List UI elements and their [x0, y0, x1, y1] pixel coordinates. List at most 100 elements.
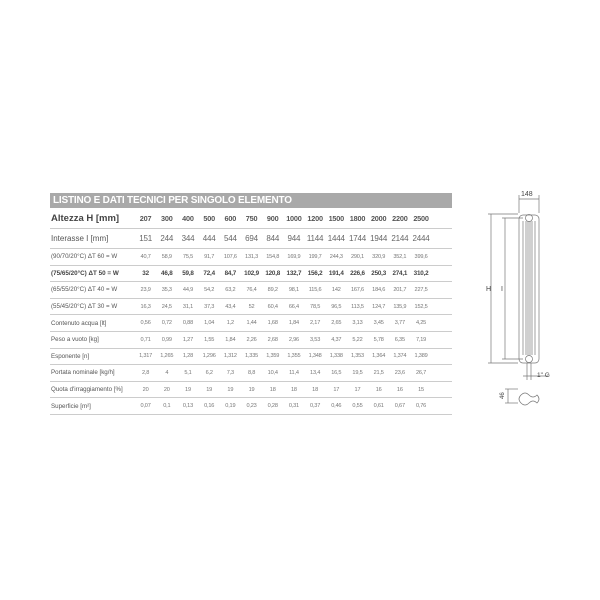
table-row: Esponente [n] 1,317 1,265 1,28 1,296 1,312 1,3… [50, 349, 452, 366]
cell-value: 15 [418, 386, 424, 393]
header-height-value: 300 [160, 213, 173, 223]
cell-value: 0,67 [394, 403, 405, 410]
cell-value: 0,1 [163, 403, 171, 410]
header-height-value: 207 [139, 213, 152, 223]
cell-value: 4,25 [415, 320, 427, 327]
cell-value: 8,8 [247, 369, 256, 376]
header-row: Altezza H [mm] 207 300 400 500 600 750 900 1000… [50, 208, 452, 229]
cell-value: 1944 [370, 234, 388, 243]
header-height-value: 1200 [307, 213, 323, 223]
header-height-value: 2500 [413, 213, 429, 223]
header-height-value: 900 [266, 213, 279, 223]
cell-value: 2,26 [246, 336, 257, 343]
row-label: Quota d'irraggiamento [%] [51, 386, 123, 394]
cell-value: 13,4 [310, 369, 321, 376]
row-label: (75/65/20°C) ΔT 50 = W [51, 269, 119, 277]
cell-value: 0,71 [140, 336, 151, 343]
cell-value: 2,96 [288, 336, 299, 343]
cell-value: 1744 [348, 234, 366, 243]
cell-value: 184,6 [372, 286, 386, 293]
cell-value: 23,6 [394, 369, 405, 376]
cell-value: 19 [206, 386, 213, 393]
cell-value: 0,37 [310, 403, 321, 410]
cell-value: 0,16 [204, 403, 215, 410]
table-row: Peso a vuoto [kg] 0,71 0,99 1,27 1,55 1,84 2,2… [50, 332, 452, 349]
cell-value: 60,4 [267, 303, 278, 310]
cell-value: 154,8 [266, 253, 280, 260]
cell-value: 19 [227, 386, 234, 393]
cell-value: 26,7 [415, 369, 427, 376]
cell-value: 16 [375, 386, 382, 393]
cell-value: 844 [266, 234, 280, 243]
cell-value: 3,13 [352, 320, 363, 327]
cell-value: 1,312 [223, 353, 237, 360]
cell-value: 290,1 [350, 253, 364, 260]
cell-value: 98,1 [288, 286, 299, 293]
cell-value: 1,389 [414, 353, 428, 360]
cell-value: 0,28 [267, 403, 278, 410]
cell-value: 0,61 [373, 403, 384, 410]
cell-value: 5,1 [184, 369, 192, 376]
cell-value: 0,23 [246, 403, 257, 410]
cell-value: 1,27 [182, 336, 194, 343]
header-label: Altezza H [mm] [51, 212, 120, 224]
cell-value: 115,6 [308, 286, 322, 293]
cell-value: 21,5 [373, 369, 384, 376]
cell-value: 2,17 [310, 320, 321, 327]
header-height-value: 600 [224, 213, 237, 223]
cell-value: 19,5 [352, 369, 363, 376]
row-label: (65/55/20°C) ΔT 40 = W [51, 286, 118, 294]
cell-value: 0,99 [161, 336, 172, 343]
cell-value: 16 [396, 386, 403, 393]
cell-value: 75,5 [182, 253, 194, 260]
cell-value: 0,46 [331, 403, 342, 410]
cell-value: 1,335 [245, 353, 259, 360]
row-label: Superficie [m²] [51, 402, 91, 410]
cell-value: 151 [139, 234, 152, 243]
table-row: (90/70/20°C) ΔT 60 = W 40,7 58,9 75,5 91,7 10… [50, 249, 452, 266]
cell-value: 84,7 [224, 269, 237, 277]
cell-value: 244 [160, 234, 174, 243]
cell-value: 0,07 [140, 403, 151, 410]
cell-value: 89,2 [267, 286, 278, 293]
cell-value: 2,8 [142, 369, 150, 376]
row-label: Contenuto acqua [lt] [51, 319, 107, 327]
cell-value: 4 [165, 369, 169, 376]
technical-data-table: LISTINO E DATI TECNICI PER SINGOLO ELEME… [50, 193, 452, 415]
cell-value: 124,7 [372, 303, 386, 310]
row-label: Interasse I [mm] [51, 234, 109, 243]
cell-value: 18 [312, 386, 318, 393]
cell-value: 5,78 [373, 336, 384, 343]
cell-value: 0,88 [182, 320, 194, 327]
cell-value: 58,9 [161, 253, 172, 260]
cell-value: 167,6 [350, 286, 364, 293]
cell-value: 1,296 [202, 353, 216, 360]
cell-value: 18 [269, 386, 276, 393]
row-label: Peso a vuoto [kg] [51, 336, 99, 344]
header-height-value: 1500 [328, 213, 345, 223]
table-row: Interasse I [mm] 151 244 344 444 544 694 844 944… [50, 229, 452, 249]
cell-value: 1,353 [350, 353, 364, 360]
width-dimension: 148 [521, 191, 533, 198]
header-height-value: 1000 [286, 213, 302, 223]
cell-value: 152,5 [414, 303, 428, 310]
table-row: (55/45/20°C) ΔT 30 = W 16,3 24,5 31,1 37,3 43… [50, 299, 452, 316]
cell-value: 78,5 [310, 303, 321, 310]
cell-value: 0,55 [352, 403, 363, 410]
cell-value: 1144 [306, 234, 324, 243]
cell-value: 16,3 [140, 303, 151, 310]
cell-value: 1,359 [266, 353, 280, 360]
cell-value: 32 [142, 269, 149, 277]
cell-value: 59,8 [182, 269, 194, 277]
header-height-value: 400 [182, 213, 194, 223]
row-label: Esponente [n] [51, 352, 90, 360]
cell-value: 19 [248, 386, 255, 393]
cell-value: 694 [245, 234, 258, 243]
cell-value: 0,72 [161, 320, 172, 327]
cell-value: 132,7 [286, 269, 302, 277]
cell-value: 0,19 [225, 403, 236, 410]
cell-value: 1,28 [182, 353, 194, 360]
cell-value: 0,56 [140, 320, 151, 327]
cell-value: 16,5 [331, 369, 342, 376]
cell-value: 31,1 [182, 303, 194, 310]
